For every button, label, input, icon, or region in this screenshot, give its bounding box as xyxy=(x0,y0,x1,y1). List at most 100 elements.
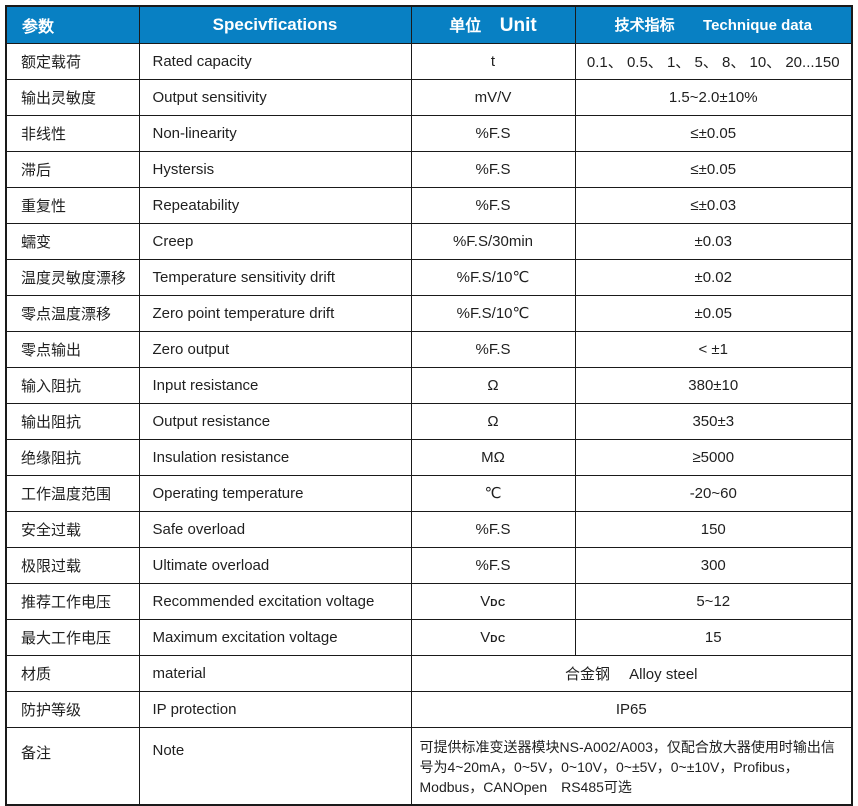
spec-name-cell: Note xyxy=(138,726,412,806)
unit-cell: Ω xyxy=(410,402,576,440)
unit-cell: VDC xyxy=(410,618,576,656)
param-name-cell: 备注 xyxy=(5,726,140,806)
spec-name-cell: Output resistance xyxy=(138,402,412,440)
param-name-cell: 零点温度漂移 xyxy=(5,294,140,332)
unit-text: %F.S xyxy=(475,340,511,358)
param-name-cell: 极限过载 xyxy=(5,546,140,584)
value-cell: 150 xyxy=(574,510,853,548)
param-name-cell: 蠕变 xyxy=(5,222,140,260)
spec-row: 防护等级 IP protection IP65 xyxy=(5,690,853,728)
param-name-cell: 输入阻抗 xyxy=(5,366,140,404)
unit-cell: %F.S xyxy=(410,330,576,368)
unit-cell: mV/V xyxy=(410,78,576,116)
param-name-cell: 零点输出 xyxy=(5,330,140,368)
spec-name-cell: Operating temperature xyxy=(138,474,412,512)
header-unit: 单位 Unit xyxy=(410,5,576,44)
unit-text: ℃ xyxy=(484,485,502,502)
value-cell: ≤±0.05 xyxy=(574,114,853,152)
unit-text: mV/V xyxy=(474,88,512,106)
unit-text: %F.S xyxy=(475,556,511,574)
param-name-cell: 额定载荷 xyxy=(5,42,140,80)
value-cell: ±0.02 xyxy=(574,258,853,296)
spec-name-cell: Non-linearity xyxy=(138,114,412,152)
spec-name-cell: Zero output xyxy=(138,330,412,368)
spec-name-cell: Rated capacity xyxy=(138,42,412,80)
spec-name-cell: Output sensitivity xyxy=(138,78,412,116)
spec-name-cell: IP protection xyxy=(138,690,412,728)
param-name-cell: 工作温度范围 xyxy=(5,474,140,512)
unit-text: V xyxy=(480,628,491,646)
spec-row: 输入阻抗 Input resistance Ω 380±10 xyxy=(5,366,853,404)
spec-name-cell: Recommended excitation voltage xyxy=(138,582,412,620)
header-param: 参数 xyxy=(5,5,140,44)
param-name-cell: 材质 xyxy=(5,654,140,692)
spec-row: 输出阻抗 Output resistance Ω 350±3 xyxy=(5,402,853,440)
spec-row: 零点温度漂移 Zero point temperature drift %F.S/1… xyxy=(5,294,853,332)
param-name-cell: 防护等级 xyxy=(5,690,140,728)
spec-row: 安全过载 Safe overload %F.S 150 xyxy=(5,510,853,548)
spec-name-cell: Maximum excitation voltage xyxy=(138,618,412,656)
unit-text: %F.S xyxy=(475,196,511,214)
spec-row: 零点输出 Zero output %F.S < ±1 xyxy=(5,330,853,368)
spec-name-cell: Safe overload xyxy=(138,510,412,548)
spec-row: 材质 material 合金钢 Alloy steel xyxy=(5,654,853,692)
spec-name-cell: Zero point temperature drift xyxy=(138,294,412,332)
unit-text: Ω xyxy=(487,376,499,394)
unit-cell: %F.S/10℃ xyxy=(410,294,576,332)
value-cell: ±0.05 xyxy=(574,294,853,332)
value-cell: ≥5000 xyxy=(574,438,853,476)
param-name-cell: 推荐工作电压 xyxy=(5,582,140,620)
spec-name-cell: Hystersis xyxy=(138,150,412,188)
header-unit-en: Unit xyxy=(499,15,537,37)
spec-row: 绝缘阻抗 Insulation resistance MΩ ≥5000 xyxy=(5,438,853,476)
value-cell: 合金钢 Alloy steel xyxy=(410,654,853,692)
value-cell: 380±10 xyxy=(574,366,853,404)
value-cell: 15 xyxy=(574,618,853,656)
spec-row: 滞后 Hystersis %F.S ≤±0.05 xyxy=(5,150,853,188)
spec-row: 非线性 Non-linearity %F.S ≤±0.05 xyxy=(5,114,853,152)
param-name-cell: 绝缘阻抗 xyxy=(5,438,140,476)
param-name-cell: 最大工作电压 xyxy=(5,618,140,656)
value-cell: -20~60 xyxy=(574,474,853,512)
value-cell: 5~12 xyxy=(574,582,853,620)
spec-name-cell: Insulation resistance xyxy=(138,438,412,476)
spec-name-cell: Input resistance xyxy=(138,366,412,404)
spec-row: 工作温度范围 Operating temperature ℃ -20~60 xyxy=(5,474,853,512)
value-cell: ±0.03 xyxy=(574,222,853,260)
value-cell: < ±1 xyxy=(574,330,853,368)
unit-cell: %F.S xyxy=(410,186,576,224)
param-name-cell: 安全过载 xyxy=(5,510,140,548)
unit-text: V xyxy=(480,592,491,610)
header-technique-data: 技术指标 Technique data xyxy=(574,5,853,44)
value-cell: ≤±0.05 xyxy=(574,150,853,188)
value-cell: 1.5~2.0±10% xyxy=(574,78,853,116)
header-specifications: Specivfications xyxy=(138,5,412,44)
unit-text: %F.S xyxy=(475,124,511,142)
unit-subscript: DC xyxy=(490,597,506,609)
unit-cell: %F.S xyxy=(410,546,576,584)
spec-row: 温度灵敏度漂移 Temperature sensitivity drift %F.S… xyxy=(5,258,853,296)
unit-cell: %F.S xyxy=(410,150,576,188)
unit-text: %F.S/10℃ xyxy=(456,269,530,286)
unit-cell: %F.S xyxy=(410,114,576,152)
unit-text: %F.S/10℃ xyxy=(456,305,530,322)
value-cell: ≤±0.03 xyxy=(574,186,853,224)
unit-subscript: DC xyxy=(490,633,506,645)
value-cell: 350±3 xyxy=(574,402,853,440)
header-technique-data-cn: 技术指标 xyxy=(614,17,675,35)
spec-row: 输出灵敏度 Output sensitivity mV/V 1.5~2.0±10% xyxy=(5,78,853,116)
spec-name-cell: material xyxy=(138,654,412,692)
value-cell: 0.1、 0.5、 1、 5、 8、 10、 20...150 xyxy=(574,42,853,80)
unit-cell: %F.S/30min xyxy=(410,222,576,260)
header-technique-data-en: Technique data xyxy=(703,17,812,35)
spec-name-cell: Ultimate overload xyxy=(138,546,412,584)
spec-table-body: 额定载荷 Rated capacity t 0.1、 0.5、 1、 5、 8、 10… xyxy=(5,42,853,806)
spec-name-cell: Creep xyxy=(138,222,412,260)
unit-text: MΩ xyxy=(481,448,505,466)
value-cell: 可提供标准变送器模块NS-A002/A003，仅配合放大器使用时输出信号为4~2… xyxy=(410,726,853,806)
unit-cell: %F.S xyxy=(410,510,576,548)
param-name-cell: 非线性 xyxy=(5,114,140,152)
unit-cell: %F.S/10℃ xyxy=(410,258,576,296)
param-name-cell: 重复性 xyxy=(5,186,140,224)
